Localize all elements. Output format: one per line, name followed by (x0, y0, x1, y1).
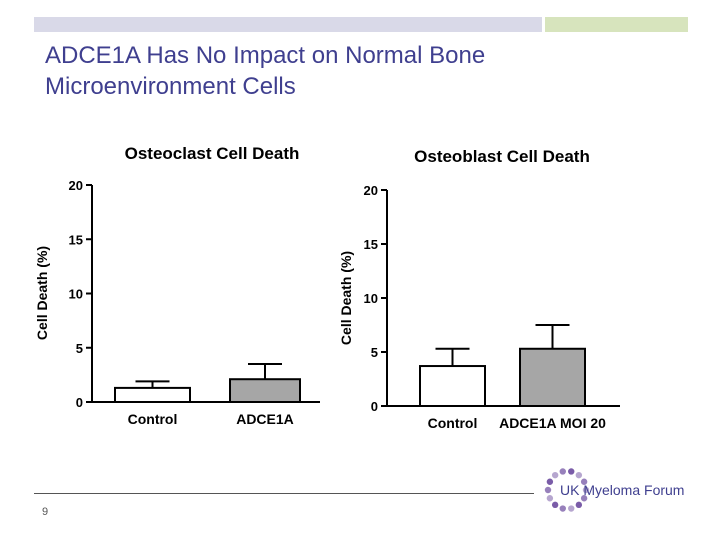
logo-dot (551, 471, 559, 479)
y-tick-label: 20 (69, 178, 83, 193)
y-tick-label: 0 (371, 399, 378, 414)
logo-dot (580, 478, 588, 485)
bar-control (419, 365, 486, 408)
osteoclast-chart: Osteoclast Cell Death Cell Death (%) 0 5 1… (34, 144, 320, 427)
logo-dot (575, 471, 583, 479)
logo-dot (568, 505, 575, 512)
y-tick-label: 5 (76, 341, 83, 356)
slide-title-line-2: Microenvironment Cells (45, 73, 296, 100)
logo-dot (551, 501, 559, 509)
y-tick-label: 10 (364, 291, 378, 306)
y-tick-label: 5 (371, 345, 378, 360)
y-tick-label: 0 (76, 395, 83, 410)
bar-adce1a (229, 378, 301, 403)
y-tick-label: 10 (69, 287, 83, 302)
page-number: 9 (42, 506, 49, 518)
y-axis-label: Cell Death (%) (34, 246, 50, 340)
header-bar-right (545, 17, 688, 32)
logo-dots-ring-icon (544, 468, 590, 512)
logo-text: UK Myeloma Forum (560, 482, 684, 498)
logo-dot (582, 486, 590, 494)
y-tick-label: 15 (69, 232, 83, 247)
bar-adce1a-moi-20 (519, 347, 586, 408)
logo-dot (546, 495, 554, 502)
slide-title-line-1: ADCE1A Has No Impact on Normal Bone (45, 42, 486, 69)
logo-dot (559, 505, 566, 512)
category-label: Control (128, 411, 178, 427)
charts-area: Osteoclast Cell Death Cell Death (%) 0 5 1… (34, 144, 620, 431)
category-label: ADCE1A MOI 20 (499, 415, 606, 431)
slide-title: ADCE1A Has No Impact on Normal Bone Micr… (45, 40, 605, 102)
logo-dot (544, 486, 552, 494)
logo-dot (559, 468, 566, 475)
uk-myeloma-forum-logo: UK Myeloma Forum (544, 468, 684, 512)
logo-dot (575, 501, 583, 509)
y-tick-label: 15 (364, 237, 378, 252)
chart-title: Osteoblast Cell Death (414, 147, 590, 166)
bar-control (114, 386, 191, 403)
logo-dot (568, 468, 575, 475)
y-tick-label: 20 (364, 183, 378, 198)
osteoblast-chart: Osteoblast Cell Death Cell Death (%) 0 5 1… (338, 147, 620, 431)
logo-dot (580, 495, 588, 502)
logo-dot (546, 478, 554, 485)
category-label: Control (428, 415, 478, 431)
y-axis-label: Cell Death (%) (338, 251, 354, 345)
footer-divider (34, 493, 534, 494)
category-label: ADCE1A (236, 411, 294, 427)
chart-title: Osteoclast Cell Death (125, 144, 300, 163)
header-bar-left (34, 17, 542, 32)
